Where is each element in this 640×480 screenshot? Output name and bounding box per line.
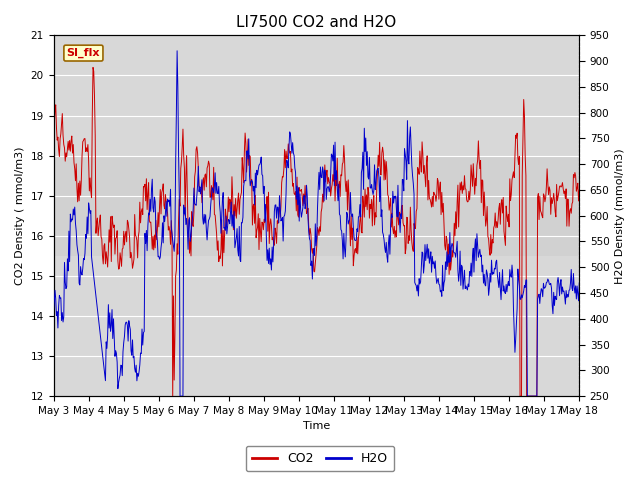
Y-axis label: CO2 Density ( mmol/m3): CO2 Density ( mmol/m3) — [15, 146, 25, 285]
Y-axis label: H2O Density (mmol/m3): H2O Density (mmol/m3) — [615, 148, 625, 284]
Bar — [54, 156, 579, 256]
X-axis label: Time: Time — [303, 421, 330, 432]
Text: SI_flx: SI_flx — [67, 48, 100, 58]
Legend: CO2, H2O: CO2, H2O — [246, 446, 394, 471]
Title: LI7500 CO2 and H2O: LI7500 CO2 and H2O — [236, 15, 397, 30]
